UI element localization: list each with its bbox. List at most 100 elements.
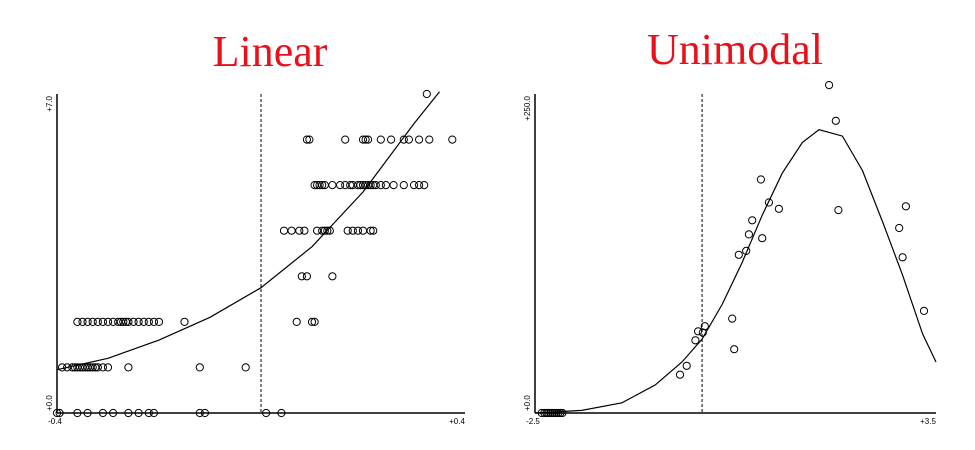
- linear-data-point: [315, 181, 324, 190]
- linear-x-tick-label: -0.4: [48, 417, 62, 426]
- linear-data-point: [287, 226, 296, 235]
- linear-data-point: [52, 408, 62, 418]
- unimodal-data-point: [748, 216, 757, 225]
- linear-data-point: [356, 181, 365, 190]
- unimodal-data-point: [691, 336, 700, 345]
- unimodal-x-tick-label: +3.5: [920, 417, 936, 426]
- linear-data-point: [78, 317, 87, 326]
- linear-data-point: [325, 226, 334, 235]
- linear-data-point: [361, 135, 370, 144]
- linear-data-point: [341, 135, 350, 144]
- unimodal-data-point: [700, 322, 709, 331]
- linear-data-point: [448, 135, 457, 144]
- linear-data-point: [399, 135, 408, 144]
- linear-data-point: [381, 181, 390, 190]
- unimodal-data-point: [550, 408, 559, 418]
- linear-data-point: [195, 363, 204, 372]
- unimodal-data-point: [552, 408, 561, 418]
- linear-data-point: [420, 181, 429, 190]
- linear-data-point: [83, 363, 92, 372]
- linear-y-tick-label: +0.0: [45, 395, 54, 411]
- linear-data-point: [376, 135, 385, 144]
- linear-data-point: [149, 408, 158, 418]
- unimodal-data-point: [675, 370, 685, 379]
- linear-data-point: [144, 317, 153, 326]
- linear-data-point: [93, 363, 102, 372]
- linear-data-point: [200, 408, 209, 418]
- linear-data-point: [98, 363, 108, 372]
- linear-data-point: [103, 317, 113, 326]
- unimodal-data-point: [774, 204, 784, 213]
- linear-data-point: [73, 408, 82, 418]
- linear-data-point: [241, 363, 250, 372]
- linear-data-point: [425, 135, 434, 144]
- linear-data-point: [149, 317, 158, 326]
- unimodal-data-point: [734, 250, 743, 259]
- linear-data-point: [124, 363, 133, 372]
- linear-x-tick-label: +0.4: [449, 417, 465, 426]
- unimodal-data-point: [556, 408, 565, 418]
- linear-data-point: [98, 317, 108, 326]
- unimodal-data-point: [756, 175, 766, 184]
- unimodal-data-point: [898, 253, 907, 262]
- linear-data-point: [399, 181, 408, 190]
- linear-data-point: [409, 181, 419, 190]
- linear-data-point: [364, 135, 373, 144]
- unimodal-data-point: [730, 345, 739, 354]
- linear-data-point: [277, 408, 286, 418]
- unimodal-data-point: [919, 306, 929, 315]
- linear-data-point: [323, 226, 332, 235]
- unimodal-data-point: [540, 408, 549, 418]
- linear-data-point: [369, 226, 378, 235]
- unimodal-data-point: [758, 234, 767, 243]
- linear-data-point: [295, 226, 304, 235]
- unimodal-y-tick-label: +250.0: [523, 95, 532, 120]
- unimodal-data-point: [558, 408, 567, 418]
- linear-data-point: [83, 317, 92, 326]
- linear-data-point: [55, 408, 64, 418]
- linear-data-point: [144, 408, 153, 418]
- linear-data-point: [98, 408, 108, 418]
- unimodal-y-tick-label: +0.0: [523, 395, 532, 411]
- linear-data-point: [305, 135, 314, 144]
- unimodal-data-point: [834, 206, 843, 215]
- linear-data-point: [88, 317, 97, 326]
- linear-data-point: [302, 135, 311, 144]
- chart-title-linear: Linear: [212, 27, 328, 76]
- linear-data-point: [366, 181, 375, 190]
- unimodal-data-point: [742, 246, 751, 255]
- chart-title-unimodal: Unimodal: [647, 25, 823, 74]
- linear-data-point: [154, 317, 164, 326]
- linear-data-point: [348, 226, 357, 235]
- linear-data-point: [343, 226, 352, 235]
- unimodal-x-tick-label: -2.5: [526, 417, 540, 426]
- linear-data-point: [292, 317, 301, 326]
- linear-data-point: [63, 363, 72, 372]
- linear-data-point: [358, 135, 368, 144]
- linear-data-point: [387, 135, 396, 144]
- linear-data-point: [302, 272, 311, 281]
- linear-data-point: [129, 317, 138, 326]
- linear-data-point: [139, 317, 148, 326]
- linear-data-point: [134, 317, 143, 326]
- unimodal-data-point: [548, 408, 557, 418]
- linear-y-tick-label: +7.0: [45, 95, 54, 111]
- linear-data-point: [88, 363, 97, 372]
- unimodal-data-point: [537, 408, 546, 418]
- linear-data-point: [328, 272, 337, 281]
- linear-data-point: [376, 181, 385, 190]
- linear-data-point: [307, 317, 317, 326]
- linear-data-point: [310, 317, 319, 326]
- linear-data-point: [297, 272, 306, 281]
- unimodal-data-point: [895, 223, 904, 233]
- linear-data-point: [262, 408, 271, 418]
- linear-data-point: [353, 226, 362, 235]
- unimodal-data-point: [825, 81, 834, 90]
- linear-data-point: [336, 181, 345, 190]
- linear-data-point: [114, 317, 123, 326]
- linear-data-point: [366, 226, 375, 235]
- linear-data-point: [318, 181, 327, 190]
- linear-data-point: [109, 317, 118, 326]
- linear-data-point: [119, 317, 128, 326]
- unimodal-data-point: [744, 230, 754, 239]
